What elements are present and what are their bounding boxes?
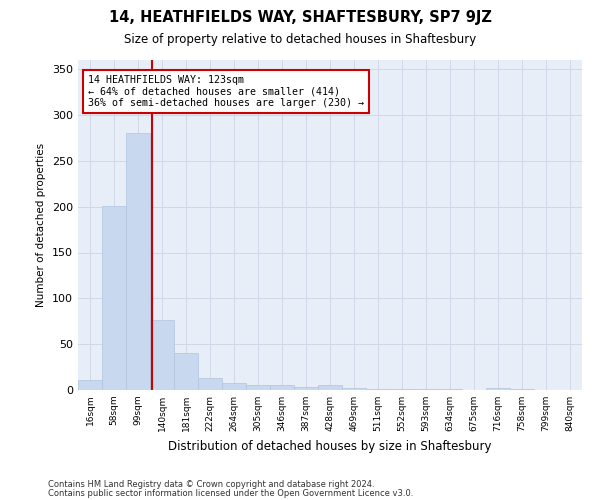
Bar [78, 380, 102, 390]
Text: Size of property relative to detached houses in Shaftesbury: Size of property relative to detached ho… [124, 32, 476, 46]
Bar [126, 134, 150, 390]
Bar [486, 388, 510, 390]
Bar [342, 388, 366, 390]
Bar [198, 378, 222, 390]
Bar [438, 389, 462, 390]
Bar [150, 320, 174, 390]
Bar [390, 389, 414, 390]
Y-axis label: Number of detached properties: Number of detached properties [37, 143, 46, 307]
Bar [366, 389, 390, 390]
Bar [102, 206, 126, 390]
Text: Contains HM Land Registry data © Crown copyright and database right 2024.: Contains HM Land Registry data © Crown c… [48, 480, 374, 489]
Text: 14, HEATHFIELDS WAY, SHAFTESBURY, SP7 9JZ: 14, HEATHFIELDS WAY, SHAFTESBURY, SP7 9J… [109, 10, 491, 25]
Bar [270, 386, 294, 390]
Bar [174, 354, 198, 390]
Bar [246, 384, 270, 390]
Text: 14 HEATHFIELDS WAY: 123sqm
← 64% of detached houses are smaller (414)
36% of sem: 14 HEATHFIELDS WAY: 123sqm ← 64% of deta… [88, 75, 364, 108]
Bar [510, 389, 534, 390]
Bar [222, 382, 246, 390]
Bar [318, 386, 342, 390]
X-axis label: Distribution of detached houses by size in Shaftesbury: Distribution of detached houses by size … [168, 440, 492, 452]
Bar [294, 387, 318, 390]
Text: Contains public sector information licensed under the Open Government Licence v3: Contains public sector information licen… [48, 489, 413, 498]
Bar [414, 389, 438, 390]
